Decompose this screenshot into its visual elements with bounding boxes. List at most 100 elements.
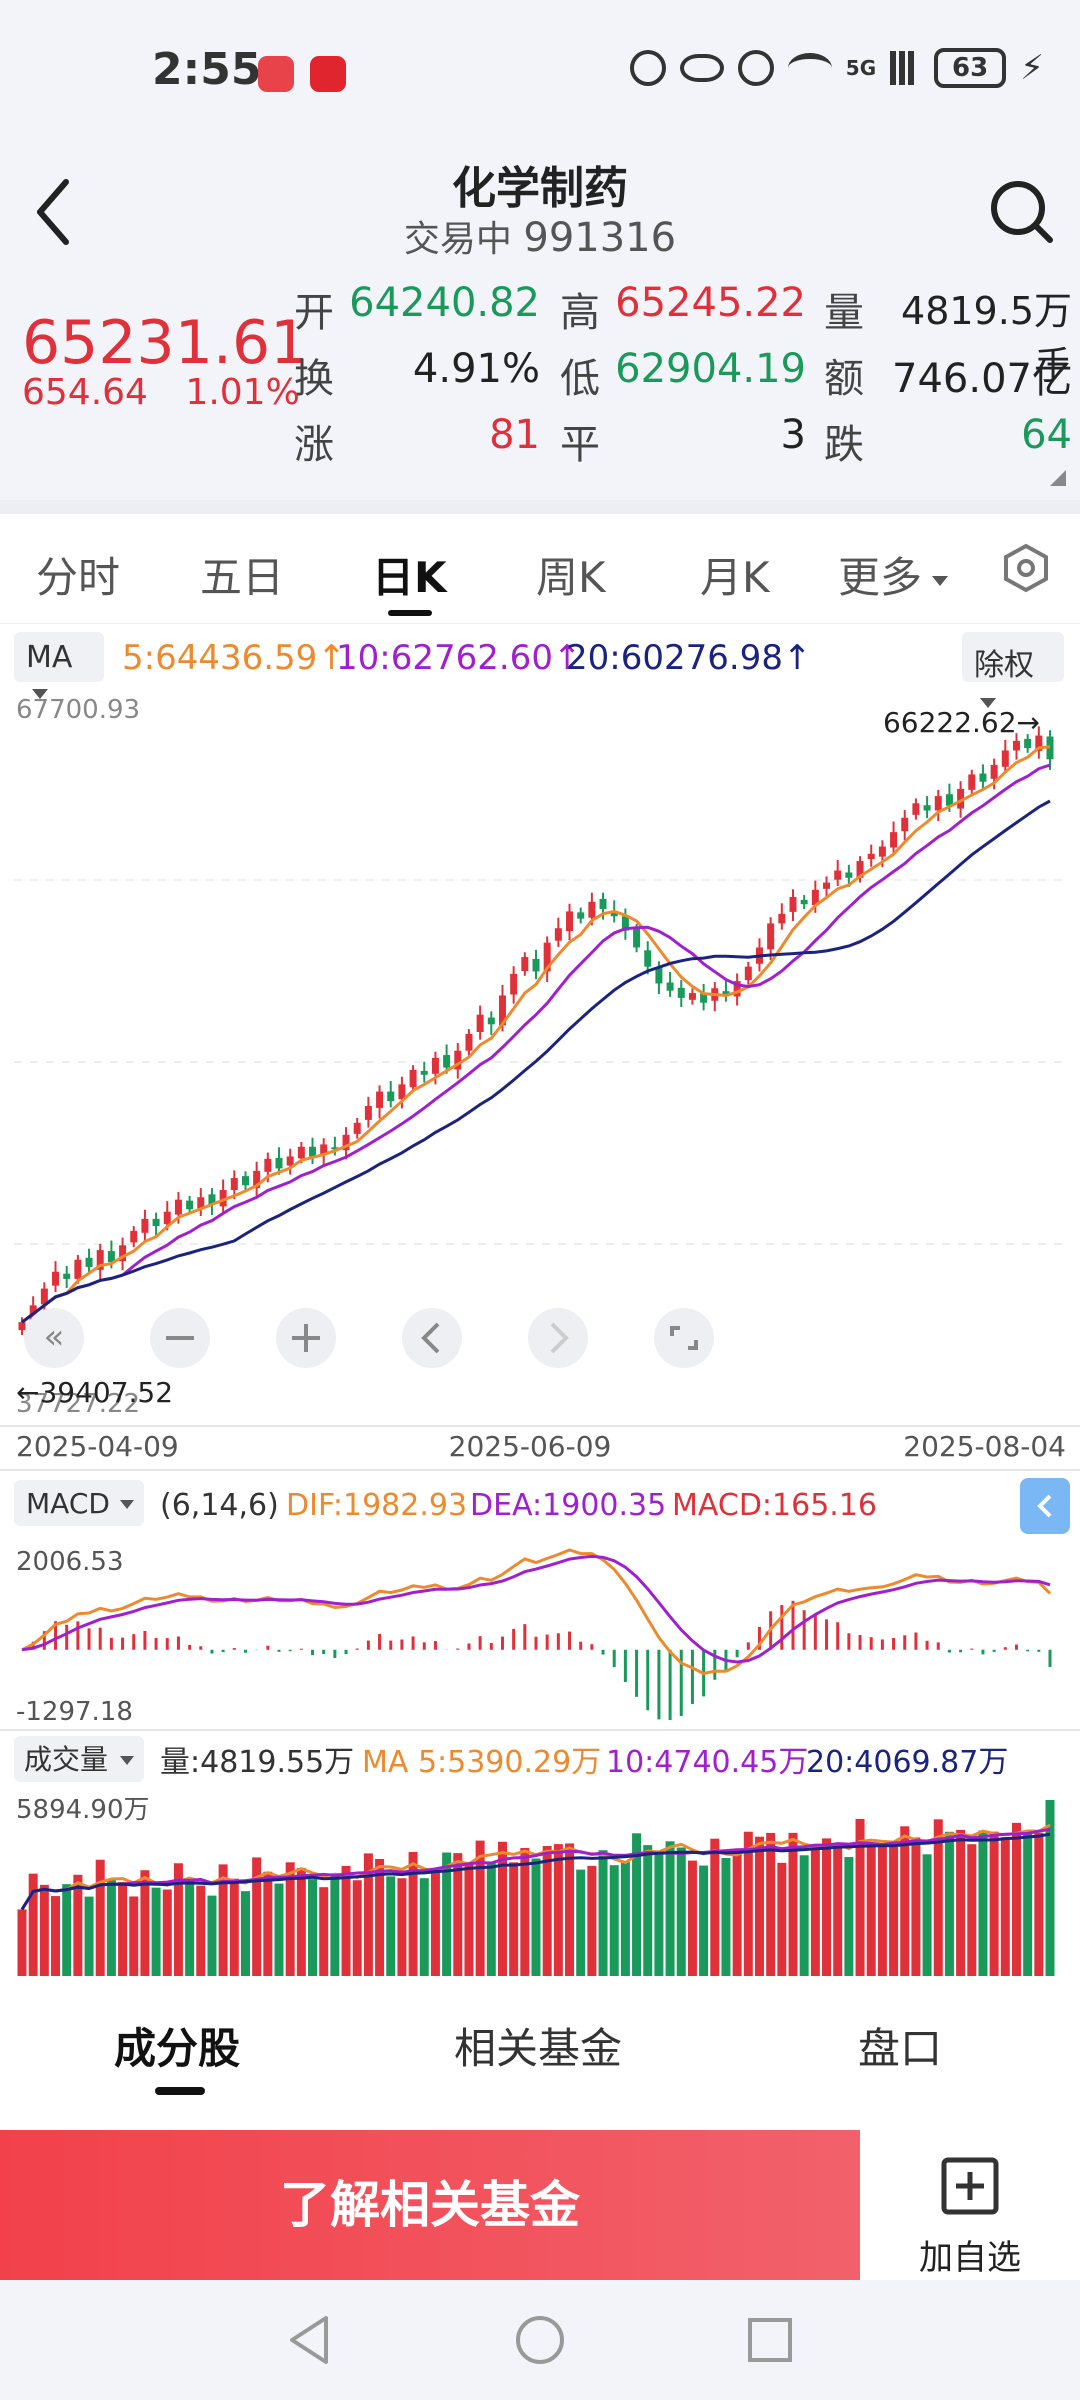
ma20-line — [21, 799, 1051, 1324]
volume-bar — [28, 1873, 38, 1976]
volume-bar — [1045, 1800, 1055, 1976]
volume-bar — [173, 1863, 183, 1976]
candle-body — [376, 1091, 384, 1108]
tab-constituents[interactable]: 成分股 — [114, 2024, 241, 2073]
volume-bar — [956, 1829, 966, 1976]
macd-min-label: -1297.18 — [16, 1697, 133, 1727]
candle-body — [577, 912, 585, 919]
candle-body — [275, 1157, 283, 1169]
kline-chart-area[interactable]: 67700.93 37727.22 66222.62→ ←39407.52 « — [0, 690, 1080, 1980]
candle-body — [443, 1055, 451, 1068]
candle-body — [141, 1218, 149, 1233]
volume-bar — [430, 1871, 440, 1976]
candle-body — [845, 872, 853, 878]
rewind-button[interactable] — [24, 1308, 84, 1368]
tab-monthly-k[interactable]: 月K — [700, 553, 770, 602]
back-button[interactable] — [20, 160, 90, 250]
nav-home-icon[interactable] — [510, 2310, 570, 2370]
candle-body — [1001, 750, 1009, 767]
nav-recents-icon[interactable] — [740, 2310, 800, 2370]
chart-controls: « — [24, 1308, 714, 1368]
candle-body — [152, 1218, 160, 1227]
volume-bar — [363, 1853, 373, 1976]
volume-bar — [911, 1837, 921, 1976]
tab-five-day[interactable]: 五日 — [200, 553, 285, 602]
rise-label: 涨 — [294, 422, 334, 468]
volume-current: 量:4819.55万 — [160, 1745, 354, 1780]
volume-bar — [665, 1841, 675, 1976]
volume-bar — [196, 1885, 206, 1976]
candle-body — [342, 1134, 350, 1151]
candle-body — [297, 1146, 305, 1159]
candle-body — [521, 957, 529, 971]
search-button[interactable] — [980, 160, 1060, 250]
tab-intraday[interactable]: 分时 — [36, 553, 121, 602]
expand-corner-icon[interactable] — [1050, 470, 1066, 486]
candle-body — [890, 832, 898, 848]
adjust-selector[interactable]: 除权 — [962, 632, 1064, 708]
status-icons: 5G 63 ⚡ — [629, 48, 1044, 88]
fullscreen-button[interactable] — [654, 1308, 714, 1368]
candle-body — [387, 1091, 395, 1102]
kline-chart[interactable]: 67700.93 37727.22 66222.62→ ←39407.52 « — [0, 690, 1080, 1980]
candle-body — [107, 1251, 115, 1263]
volume-bar — [218, 1864, 228, 1976]
candle-body — [934, 796, 942, 811]
learn-funds-button[interactable]: 了解相关基金 — [0, 2130, 860, 2280]
volume-bar — [39, 1884, 49, 1976]
volume-bar — [933, 1819, 943, 1976]
tab-order-book[interactable]: 盘口 — [858, 2024, 943, 2073]
vol-ma10-line — [20, 1827, 1051, 1911]
volume-selector[interactable] — [14, 1736, 144, 1782]
candle-body — [823, 882, 831, 889]
bottom-tabs: 成分股 相关基金 盘口 — [0, 1985, 1080, 2095]
tab-more[interactable]: 更多 — [838, 544, 949, 605]
collapse-panel-button[interactable] — [1020, 1478, 1070, 1534]
candle-body — [253, 1170, 261, 1189]
prev-icon — [421, 1322, 440, 1354]
volume-bar — [319, 1887, 329, 1976]
tab-related-funds[interactable]: 相关基金 — [454, 2024, 623, 2073]
volume-bar — [408, 1852, 418, 1976]
volume-label: 量 — [824, 290, 864, 336]
nav-back-icon[interactable] — [280, 2310, 340, 2370]
volume-bar — [810, 1849, 820, 1976]
volume-series — [17, 1800, 1055, 1976]
candle-body — [968, 774, 976, 790]
volume-bar — [877, 1845, 887, 1976]
candle-body — [398, 1084, 406, 1100]
candle-body — [666, 982, 674, 991]
volume-bar — [967, 1844, 977, 1976]
settings-button[interactable] — [1000, 542, 1052, 594]
divider — [0, 500, 1080, 514]
volume-bar — [330, 1874, 340, 1976]
volume-bar — [308, 1879, 318, 1976]
tab-weekly-k[interactable]: 周K — [536, 553, 606, 602]
amount-value: 746.07亿 — [892, 356, 1072, 402]
status-bar: 2:55 5G 63 ⚡ — [0, 0, 1080, 140]
tab-daily-k[interactable]: 日K — [372, 553, 447, 602]
candle-body — [18, 1322, 26, 1331]
trading-status: 交易中 — [403, 219, 512, 260]
flat-label: 平 — [560, 422, 600, 468]
volume-bar — [106, 1879, 116, 1976]
prev-button[interactable] — [402, 1308, 462, 1368]
next-button[interactable] — [528, 1308, 588, 1368]
volume-bar — [833, 1843, 843, 1976]
volume-bar — [643, 1845, 653, 1976]
volume-bar — [687, 1860, 697, 1976]
volume-ma10: 10:4740.45万 — [606, 1745, 808, 1780]
candle-body — [331, 1147, 339, 1150]
candle-body — [990, 764, 998, 779]
volume-bar — [17, 1909, 27, 1976]
macd-selector[interactable] — [14, 1480, 144, 1526]
volume-bar — [944, 1831, 954, 1976]
volume-bar — [520, 1847, 530, 1976]
candle-body — [309, 1146, 317, 1157]
volume-bar — [375, 1858, 385, 1976]
candle-body — [431, 1057, 439, 1074]
candle-body — [476, 1014, 484, 1032]
ma-selector[interactable]: MA — [14, 632, 104, 699]
candle-body — [811, 889, 819, 906]
add-watchlist-button[interactable]: 加自选 — [860, 2130, 1080, 2280]
